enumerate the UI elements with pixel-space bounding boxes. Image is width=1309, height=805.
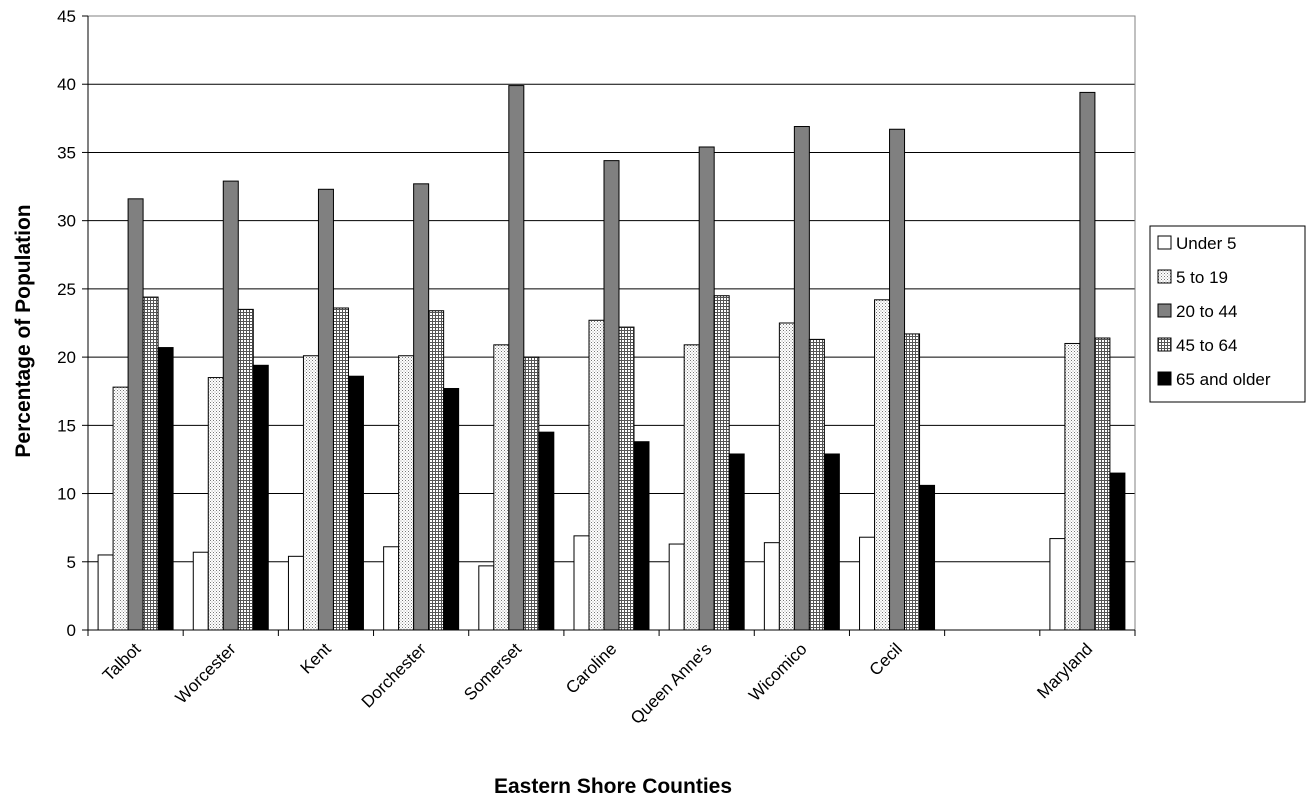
- bar-5-to-19-maryland: [1064, 342, 1081, 631]
- x-tick-label: Wicomico: [745, 639, 811, 705]
- bar-45-to-64-maryland: [1094, 337, 1111, 631]
- x-tick-label: Queen Anne's: [627, 639, 716, 728]
- bar-under-5-cecil: [859, 536, 876, 631]
- bar-45-to-64-wicomico: [808, 338, 825, 631]
- bar-20-to-44-worcester: [222, 180, 239, 631]
- bar-20-to-44-wicomico: [793, 126, 810, 631]
- bar-45-to-64-talbot: [142, 296, 159, 631]
- bar-45-to-64-somerset: [523, 356, 540, 631]
- bar-5-to-19-queen-anne-s: [683, 344, 700, 631]
- bar-under-5-worcester: [192, 551, 209, 631]
- bar-20-to-44-kent: [317, 188, 334, 631]
- bar-under-5-queen-anne-s: [668, 543, 685, 631]
- y-tick-labels: 0 5 10 15 20 25 30 35 40 45: [57, 7, 88, 640]
- bar-under-5-caroline: [573, 535, 590, 631]
- bar-65-and-older-cecil: [919, 484, 936, 631]
- y-tick-label: 20: [57, 348, 76, 367]
- bar-65-and-older-caroline: [633, 441, 650, 631]
- legend-swatch: [1157, 269, 1172, 284]
- bar-45-to-64-dorchester: [428, 310, 445, 631]
- bar-5-to-19-dorchester: [398, 355, 415, 631]
- legend-swatch: [1157, 303, 1172, 318]
- bar-under-5-somerset: [478, 565, 495, 631]
- bar-5-to-19-caroline: [588, 319, 605, 631]
- y-tick-label: 0: [67, 621, 76, 640]
- axes: [87, 15, 1136, 636]
- x-tick-label: Caroline: [562, 639, 620, 697]
- bar-5-to-19-worcester: [207, 377, 224, 631]
- bar-45-to-64-cecil: [904, 333, 921, 631]
- legend-swatch: [1157, 371, 1172, 386]
- x-tick-label: Cecil: [866, 639, 906, 679]
- bar-65-and-older-talbot: [157, 347, 174, 631]
- y-tick-label: 45: [57, 7, 76, 26]
- x-tick-label: Worcester: [172, 639, 240, 707]
- bar-65-and-older-somerset: [538, 431, 555, 631]
- bar-20-to-44-cecil: [889, 128, 906, 631]
- x-tick-label: Dorchester: [358, 639, 430, 711]
- x-axis-title: Eastern Shore Counties: [494, 775, 732, 798]
- legend-label: 5 to 19: [1176, 268, 1228, 287]
- bar-5-to-19-talbot: [112, 386, 129, 631]
- bar-20-to-44-queen-anne-s: [698, 146, 715, 631]
- bars: [97, 85, 1126, 631]
- x-tick-label: Maryland: [1033, 639, 1096, 702]
- bar-under-5-dorchester: [383, 546, 400, 631]
- y-tick-label: 40: [57, 75, 76, 94]
- bar-5-to-19-wicomico: [778, 322, 795, 631]
- legend-label: 20 to 44: [1176, 302, 1237, 321]
- x-tick-labels: Talbot Worcester Kent Dorchester Somerset Car…: [99, 639, 1096, 728]
- y-axis-title: Percentage of Population: [12, 204, 35, 457]
- bar-5-to-19-somerset: [493, 344, 510, 631]
- y-tick-label: 35: [57, 143, 76, 162]
- bar-45-to-64-worcester: [237, 308, 254, 631]
- x-tick-label: Kent: [297, 639, 335, 677]
- legend-swatch: [1157, 337, 1172, 352]
- bar-20-to-44-caroline: [603, 160, 620, 631]
- bar-20-to-44-talbot: [127, 198, 144, 631]
- bar-65-and-older-queen-anne-s: [728, 453, 745, 631]
- bar-45-to-64-queen-anne-s: [713, 295, 730, 631]
- y-tick-label: 5: [67, 553, 76, 572]
- bar-20-to-44-maryland: [1079, 91, 1096, 631]
- legend-label: 45 to 64: [1176, 336, 1237, 355]
- bar-65-and-older-dorchester: [443, 387, 460, 631]
- legend-label: Under 5: [1176, 234, 1236, 253]
- legend-swatch: [1157, 235, 1172, 250]
- bar-5-to-19-cecil: [874, 299, 891, 631]
- y-tick-label: 30: [57, 212, 76, 231]
- bar-20-to-44-dorchester: [413, 183, 430, 631]
- bar-65-and-older-maryland: [1109, 472, 1126, 631]
- bar-65-and-older-wicomico: [823, 453, 840, 631]
- bar-45-to-64-kent: [332, 307, 349, 631]
- bar-under-5-maryland: [1049, 538, 1066, 631]
- bar-65-and-older-worcester: [252, 364, 269, 631]
- y-tick-label: 15: [57, 416, 76, 435]
- bar-under-5-kent: [287, 555, 304, 631]
- bar-45-to-64-caroline: [618, 326, 635, 631]
- legend-box: [1149, 225, 1306, 403]
- y-tick-label: 10: [57, 485, 76, 504]
- x-tick-label: Somerset: [460, 639, 525, 704]
- x-tick-label: Talbot: [99, 639, 145, 685]
- bar-under-5-wicomico: [763, 542, 780, 631]
- bar-20-to-44-somerset: [508, 85, 525, 631]
- legend: Under 5 5 to 19 20 to 44 45 to 64 65 and old…: [1149, 225, 1306, 403]
- bar-65-and-older-kent: [347, 375, 364, 631]
- bar-under-5-talbot: [97, 554, 114, 631]
- legend-label: 65 and older: [1176, 370, 1271, 389]
- y-tick-label: 25: [57, 280, 76, 299]
- bar-5-to-19-kent: [302, 355, 319, 631]
